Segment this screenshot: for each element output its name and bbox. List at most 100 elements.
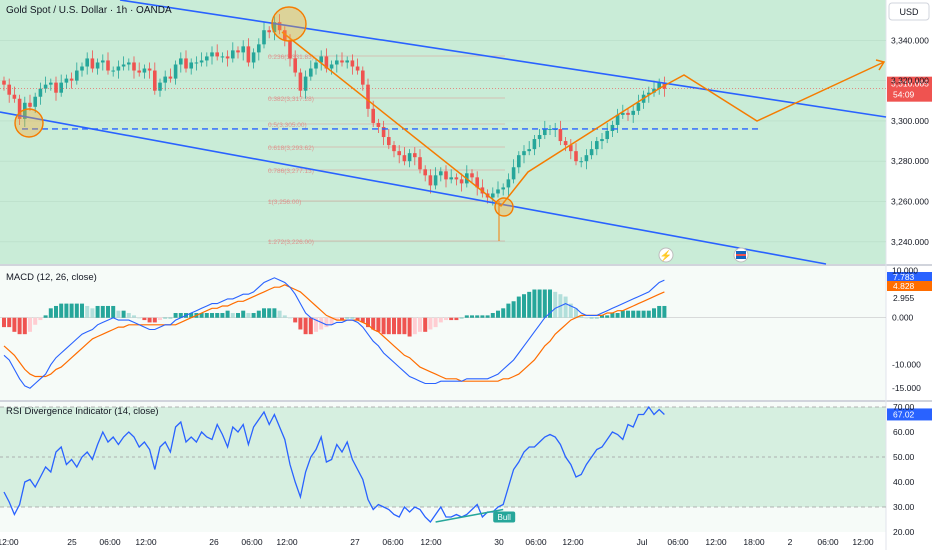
candle-body bbox=[647, 92, 651, 95]
candle-body bbox=[7, 84, 11, 95]
candle-body bbox=[215, 52, 219, 57]
candle-body bbox=[267, 30, 271, 33]
candle-body bbox=[610, 124, 615, 131]
macd-histogram-bar bbox=[480, 315, 485, 318]
macd-histogram-bar bbox=[620, 310, 625, 318]
candle-body bbox=[324, 56, 329, 69]
candle-body bbox=[350, 60, 355, 67]
macd-histogram-bar bbox=[293, 317, 298, 323]
candle-body bbox=[116, 66, 121, 71]
macd-histogram-bar bbox=[142, 317, 147, 321]
candle-body bbox=[173, 64, 178, 79]
macd-histogram-bar bbox=[12, 317, 17, 332]
candle-body bbox=[236, 50, 240, 53]
macd-histogram-bar bbox=[594, 317, 599, 319]
candle-body bbox=[168, 76, 173, 79]
rsi-tick-label: 40.00 bbox=[893, 477, 915, 487]
candle-body bbox=[397, 151, 401, 156]
macd-value-label: 7.783 bbox=[893, 272, 915, 282]
rsi-title: RSI Divergence Indicator (14, close) bbox=[6, 406, 159, 417]
candle-body bbox=[231, 50, 235, 59]
macd-histogram-bar bbox=[355, 317, 360, 321]
macd-histogram-bar bbox=[605, 315, 610, 318]
macd-histogram-bar bbox=[230, 313, 235, 318]
time-tick-label: 06:00 bbox=[817, 537, 839, 547]
candle-body bbox=[439, 171, 443, 176]
projection-arrowhead bbox=[875, 59, 886, 71]
macd-histogram-bar bbox=[90, 308, 95, 318]
candle-body bbox=[277, 22, 282, 31]
candle-body bbox=[506, 179, 511, 188]
macd-histogram-bar bbox=[386, 317, 391, 335]
macd-histogram-bar bbox=[433, 317, 438, 328]
macd-histogram-bar bbox=[319, 317, 324, 330]
macd-value-tag bbox=[887, 272, 932, 282]
time-tick-label: 12:00 bbox=[420, 537, 442, 547]
macd-histogram-bar bbox=[646, 310, 651, 318]
macd-histogram-bar bbox=[22, 317, 27, 335]
macd-histogram-bar bbox=[657, 305, 662, 318]
macd-histogram-bar bbox=[464, 315, 469, 318]
price-tick-label: 3,320.000 bbox=[891, 76, 929, 86]
candle-body bbox=[569, 145, 573, 152]
time-tick-label: 12:00 bbox=[562, 537, 584, 547]
price-pane[interactable] bbox=[0, 0, 886, 264]
candle-body bbox=[605, 130, 609, 140]
macd-histogram-bar bbox=[589, 317, 594, 319]
macd-histogram-bar bbox=[298, 317, 303, 330]
macd-histogram-bar bbox=[204, 313, 209, 318]
candle-body bbox=[548, 128, 552, 130]
currency-label: USD bbox=[899, 7, 919, 17]
candle-body bbox=[59, 82, 63, 93]
grid-lines bbox=[0, 40, 886, 508]
candle-body bbox=[501, 187, 505, 190]
macd-histogram-bar bbox=[111, 305, 116, 318]
macd-histogram-bar bbox=[64, 303, 69, 318]
candle-body bbox=[23, 102, 27, 119]
macd-value-label: 4.828 bbox=[893, 281, 915, 291]
candle-body bbox=[537, 135, 542, 140]
macd-histogram-bar bbox=[366, 317, 370, 328]
candle-body bbox=[194, 62, 199, 64]
macd-histogram-bar bbox=[371, 317, 376, 330]
macd-histogram-bar bbox=[444, 317, 448, 321]
candle-body bbox=[595, 141, 599, 150]
macd-histogram-bar bbox=[215, 313, 220, 318]
macd-histogram-bar bbox=[152, 317, 157, 323]
candle-body bbox=[28, 102, 32, 107]
macd-pane[interactable] bbox=[0, 266, 886, 400]
candle-body bbox=[189, 62, 193, 69]
candle-body bbox=[241, 46, 245, 53]
candle-body bbox=[262, 30, 266, 45]
macd-histogram-bar bbox=[137, 317, 142, 319]
candle-body bbox=[111, 70, 115, 72]
macd-tick-label: 10.000 bbox=[892, 266, 918, 276]
time-tick-label: 06:00 bbox=[525, 537, 547, 547]
macd-histogram-bar bbox=[17, 317, 22, 335]
candle-body bbox=[511, 167, 516, 180]
event-flash-icon[interactable] bbox=[658, 247, 674, 263]
time-tick-label: 30 bbox=[494, 537, 504, 547]
macd-histogram-bar bbox=[132, 315, 136, 318]
fib-level-label: 1(3,256.00) bbox=[268, 199, 301, 206]
rsi-value-label: 67.02 bbox=[893, 409, 915, 419]
candle-body bbox=[137, 70, 141, 73]
rsi-tick-label: 50.00 bbox=[893, 452, 915, 462]
candle-body bbox=[459, 179, 464, 184]
candle-body bbox=[69, 78, 74, 81]
macd-histogram-bar bbox=[548, 289, 552, 318]
macd-histogram-bar bbox=[392, 317, 396, 335]
candle-body bbox=[85, 58, 89, 67]
bull-label: Bull bbox=[498, 513, 512, 522]
candle-body bbox=[184, 58, 188, 69]
macd-tick-label: -10.000 bbox=[892, 360, 921, 370]
time-axis: 12:00 25 06:00 12:00 26 06:00 12:00 27 06:00 12:0… bbox=[0, 537, 874, 547]
time-tick-label: 12:00 bbox=[0, 537, 19, 547]
macd-histogram-bar bbox=[329, 317, 334, 325]
macd-histogram-bar bbox=[579, 315, 584, 318]
macd-histogram-bar bbox=[470, 315, 474, 318]
currency-button[interactable] bbox=[888, 2, 930, 21]
macd-histogram-bar bbox=[147, 317, 152, 323]
